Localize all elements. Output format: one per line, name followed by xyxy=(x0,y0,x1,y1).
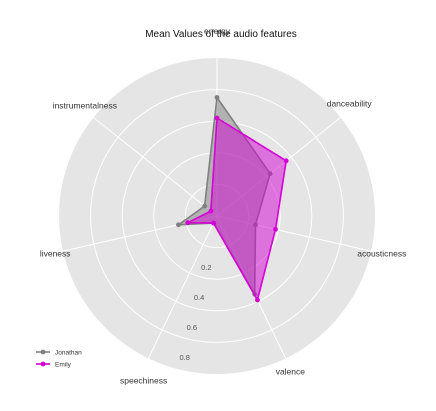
r-tick-label: 0.2 xyxy=(201,263,211,272)
point-emily-energy xyxy=(214,115,220,121)
legend-marker-jonathan xyxy=(40,349,46,355)
axis-label-instrumentalness: instrumentalness xyxy=(53,101,117,111)
series-area-emily xyxy=(187,116,288,303)
r-tick-label: 0.6 xyxy=(187,323,197,332)
legend-marker-emily xyxy=(40,361,46,367)
axis-label-speechiness: speechiness xyxy=(120,375,167,385)
r-tick-label: 0.4 xyxy=(194,293,204,302)
point-emily-speechiness xyxy=(211,220,216,226)
chart-title: Mean Values of the audio features xyxy=(145,29,297,40)
point-jonathan-instrumentalness xyxy=(202,203,208,209)
spoke-instrumentalness xyxy=(93,117,218,217)
point-emily-instrumentalness xyxy=(208,208,214,214)
point-jonathan-energy xyxy=(214,95,220,100)
axis-labels: energy danceability acousticness valence spe… xyxy=(40,26,407,385)
axis-label-acousticness: acousticness xyxy=(357,249,406,259)
point-emily-acousticness xyxy=(273,226,278,232)
r-tick-label: 0.8 xyxy=(179,353,189,362)
legend-label-emily: Emily xyxy=(55,362,72,369)
axis-label-danceability: danceability xyxy=(327,99,373,109)
axis-label-energy: energy xyxy=(204,26,231,36)
radial-tick-labels: 0.2 0.4 0.6 0.8 xyxy=(179,263,211,362)
point-emily-valence xyxy=(255,297,260,303)
point-emily-liveness xyxy=(185,220,191,226)
legend-label-jonathan: Jonathan xyxy=(55,350,82,357)
point-jonathan-liveness xyxy=(176,222,181,228)
point-emily-danceability xyxy=(283,158,289,164)
series-layer xyxy=(175,95,289,303)
legend: Jonathan Emily xyxy=(36,350,82,369)
spoke-speechiness xyxy=(147,215,218,359)
axis-label-liveness: liveness xyxy=(40,249,71,259)
axis-label-valence: valence xyxy=(276,366,306,376)
